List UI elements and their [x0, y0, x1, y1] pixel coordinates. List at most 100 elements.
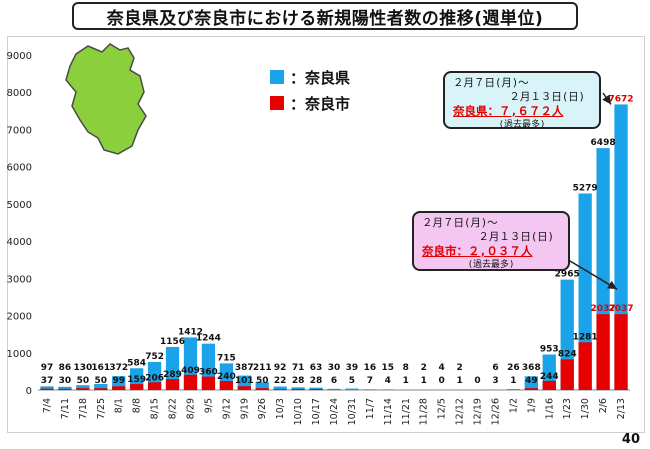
bar-city: [76, 388, 90, 390]
bar-city: [112, 386, 126, 390]
y-tick-label: 0: [26, 386, 32, 397]
data-label-prefecture: 97: [41, 363, 54, 373]
data-label-city: 101: [235, 376, 254, 386]
data-label-prefecture: 6: [492, 363, 498, 373]
data-label-city: 360: [199, 368, 218, 378]
x-tick-label: 2/13: [616, 398, 627, 419]
x-tick-label: 10/10: [293, 398, 304, 425]
data-label-city: 289: [163, 370, 182, 380]
x-tick-label: 11/14: [383, 398, 394, 425]
bar-city: [614, 314, 628, 390]
callout-city-note: (過去最多): [467, 260, 515, 270]
data-label-city: 28: [292, 376, 305, 386]
bar-city: [291, 388, 305, 390]
data-label-city: 5: [349, 376, 355, 386]
x-tick-label: 8/15: [150, 398, 161, 419]
data-label-city: 22: [274, 376, 287, 386]
data-label-city: 7: [367, 376, 373, 386]
bar-prefecture: [94, 384, 108, 390]
data-label-prefecture: 2965: [555, 270, 580, 280]
data-label-prefecture: 953: [540, 345, 559, 355]
bar-city: [273, 389, 287, 390]
data-labels: 9737863013050161503729958415975220611562…: [41, 94, 634, 386]
bar-prefecture: [76, 385, 90, 390]
bar-prefecture: [578, 193, 592, 390]
y-tick-label: 5000: [7, 200, 32, 211]
data-label-city: 37: [41, 376, 54, 386]
y-tick-labels: 0 1000 2000 3000 4000 5000 6000 7000 8000 9000: [7, 51, 32, 397]
bar-city: [524, 388, 538, 390]
x-tick-label: 7/4: [42, 398, 53, 413]
data-label-city: 30: [59, 376, 72, 386]
data-label-city: 206: [145, 373, 164, 383]
callout-prefecture-line2: ２月１３日(日): [509, 91, 585, 103]
x-tick-label: 11/21: [401, 398, 412, 425]
bar-prefecture: [309, 387, 323, 390]
x-tick-label: 8/1: [114, 398, 125, 413]
data-label-city: 4: [385, 376, 391, 386]
data-label-prefecture: 16: [364, 363, 377, 373]
y-tick-label: 2000: [7, 312, 32, 323]
callout-prefecture-record: ２月７日(月)～ ２月１３日(日) 奈良県：７,６７２人 (過去最多): [443, 71, 601, 130]
bar-prefecture: [345, 388, 359, 390]
chart-title: 奈良県及び奈良市における新規陽性者数の推移(週単位): [72, 2, 578, 30]
x-tick-label: 11/7: [365, 398, 376, 419]
bar-city: [201, 376, 216, 390]
x-tick-label: 10/31: [347, 398, 358, 425]
y-tick-label: 9000: [7, 51, 32, 62]
data-label-prefecture: 130: [73, 363, 92, 373]
data-label-prefecture: 715: [217, 353, 236, 363]
x-tick-label: 12/5: [437, 398, 448, 419]
bar-prefecture: [40, 386, 54, 390]
data-label-prefecture: 71: [292, 363, 305, 373]
x-tick-label: 9/12: [221, 398, 232, 419]
x-tick-label: 10/17: [311, 398, 322, 425]
x-tick-label: 10/3: [275, 398, 286, 419]
data-label-city: 28: [310, 376, 323, 386]
data-label-city: 6: [331, 376, 337, 386]
data-label-city: 824: [558, 349, 577, 359]
bar-prefecture: [327, 388, 341, 390]
data-label-prefecture: 30: [328, 363, 341, 373]
x-tick-label: 8/29: [185, 398, 196, 419]
data-label-prefecture: 387: [235, 363, 254, 373]
bar-city: [130, 384, 144, 390]
data-label-prefecture: 2: [421, 363, 427, 373]
x-tick-label: 9/5: [203, 398, 214, 413]
bar-prefecture: [291, 387, 305, 390]
bar-city: [94, 388, 108, 390]
data-label-prefecture: 211: [253, 363, 272, 373]
data-label-prefecture: 39: [346, 363, 359, 373]
bar-city: [58, 388, 72, 390]
bar-city: [219, 381, 234, 390]
page-number: 40: [621, 432, 640, 447]
x-tick-label: 9/19: [239, 398, 250, 419]
x-tick-label: 2/6: [598, 398, 609, 413]
x-tick-label: 9/26: [257, 398, 268, 419]
data-label-city: 50: [77, 376, 90, 386]
legend-swatch-city: [270, 96, 284, 110]
bar-city: [183, 374, 198, 390]
data-label-city: 1: [403, 376, 409, 386]
x-tick-label: 7/25: [96, 398, 107, 419]
bar-city: [309, 388, 323, 390]
x-tick-label: 12/19: [473, 398, 484, 425]
x-tick-label: 1/9: [526, 398, 537, 413]
data-label-prefecture: 1156: [160, 337, 185, 347]
x-tick-label: 11/28: [419, 398, 430, 425]
y-tick-label: 8000: [7, 88, 32, 99]
data-label-city: 50: [95, 376, 108, 386]
legend-swatch-prefecture: [270, 70, 284, 84]
data-label-city: 409: [181, 366, 200, 376]
bar-prefecture: [506, 389, 521, 390]
data-label-prefecture: 63: [310, 363, 323, 373]
data-label-city: 159: [127, 375, 146, 385]
bar-city: [147, 382, 162, 390]
bar-series: [40, 104, 628, 390]
data-label-prefecture: 2: [456, 363, 462, 373]
data-label-prefecture: 1412: [178, 327, 203, 337]
x-tick-label: 7/18: [78, 398, 89, 419]
bar-city: [255, 388, 269, 390]
data-label-prefecture: 7672: [608, 94, 633, 104]
